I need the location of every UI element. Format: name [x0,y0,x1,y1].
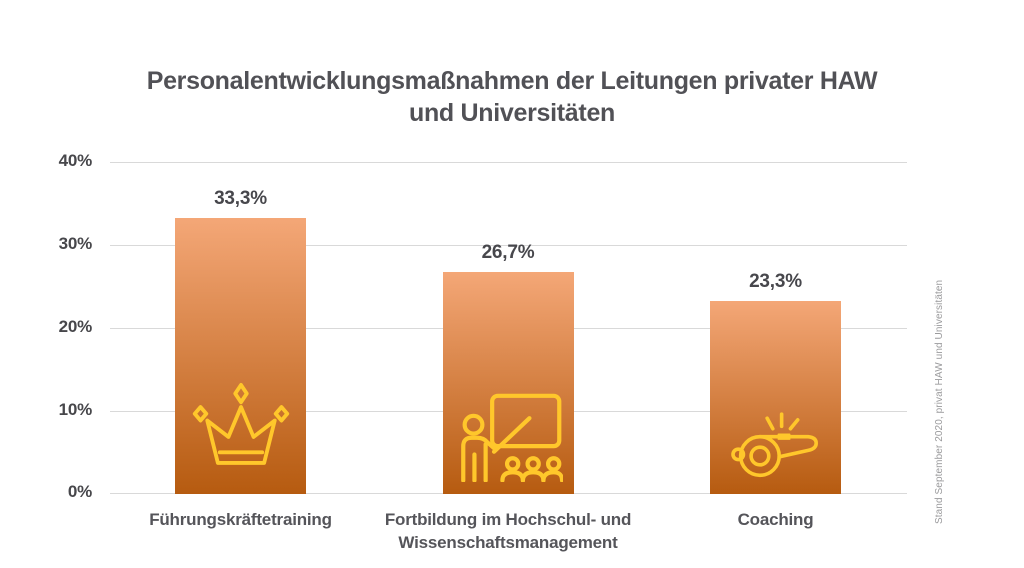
y-axis-tick-label: 20% [58,317,93,336]
x-axis-category-label: Führungskräftetraining [149,510,332,529]
bar-value-label: 33,3% [214,187,267,209]
bar-fuehrungskraeftetraining: 33,3% [175,188,306,494]
y-axis-tick-label: 40% [58,151,93,170]
bar-value-label: 26,7% [481,242,535,264]
chart-title: Personalentwicklungsmaßnahmen der Leitun… [146,67,878,127]
x-axis-category-label: Fortbildung im Hochschul- und Wissenscha… [384,510,632,552]
y-axis-tick-label: 30% [58,234,93,253]
bar-group-fuehrungskraeftetraining: 33,3% Führungskräftetraining [149,162,332,529]
bars-group: 33,3% Führungskräftetraining 26,7% [149,162,841,552]
bar-value-label: 23,3% [749,270,802,292]
gridline-30 [110,245,907,246]
x-axis-category-label: Coaching [737,510,814,529]
gridline-40 [110,162,907,163]
bar-group-fortbildung: 26,7% [385,162,632,552]
source-note: Stand September 2020, privat HAW und Uni… [934,279,945,524]
crown-icon [192,382,289,465]
y-axis-tick-label: 0% [67,482,92,501]
plot-area: 40% 30% 20% 10% 0% 33,3% Führungskräftet… [59,151,907,552]
bar-group-coaching: 23,3% Coaching [710,162,841,529]
whistle-icon [730,411,818,477]
y-axis-tick-label: 10% [58,400,93,419]
teacher-presentation-icon [461,393,563,482]
bar-fortbildung: 26,7% [442,242,574,494]
bar-coaching: 23,3% [710,271,841,494]
